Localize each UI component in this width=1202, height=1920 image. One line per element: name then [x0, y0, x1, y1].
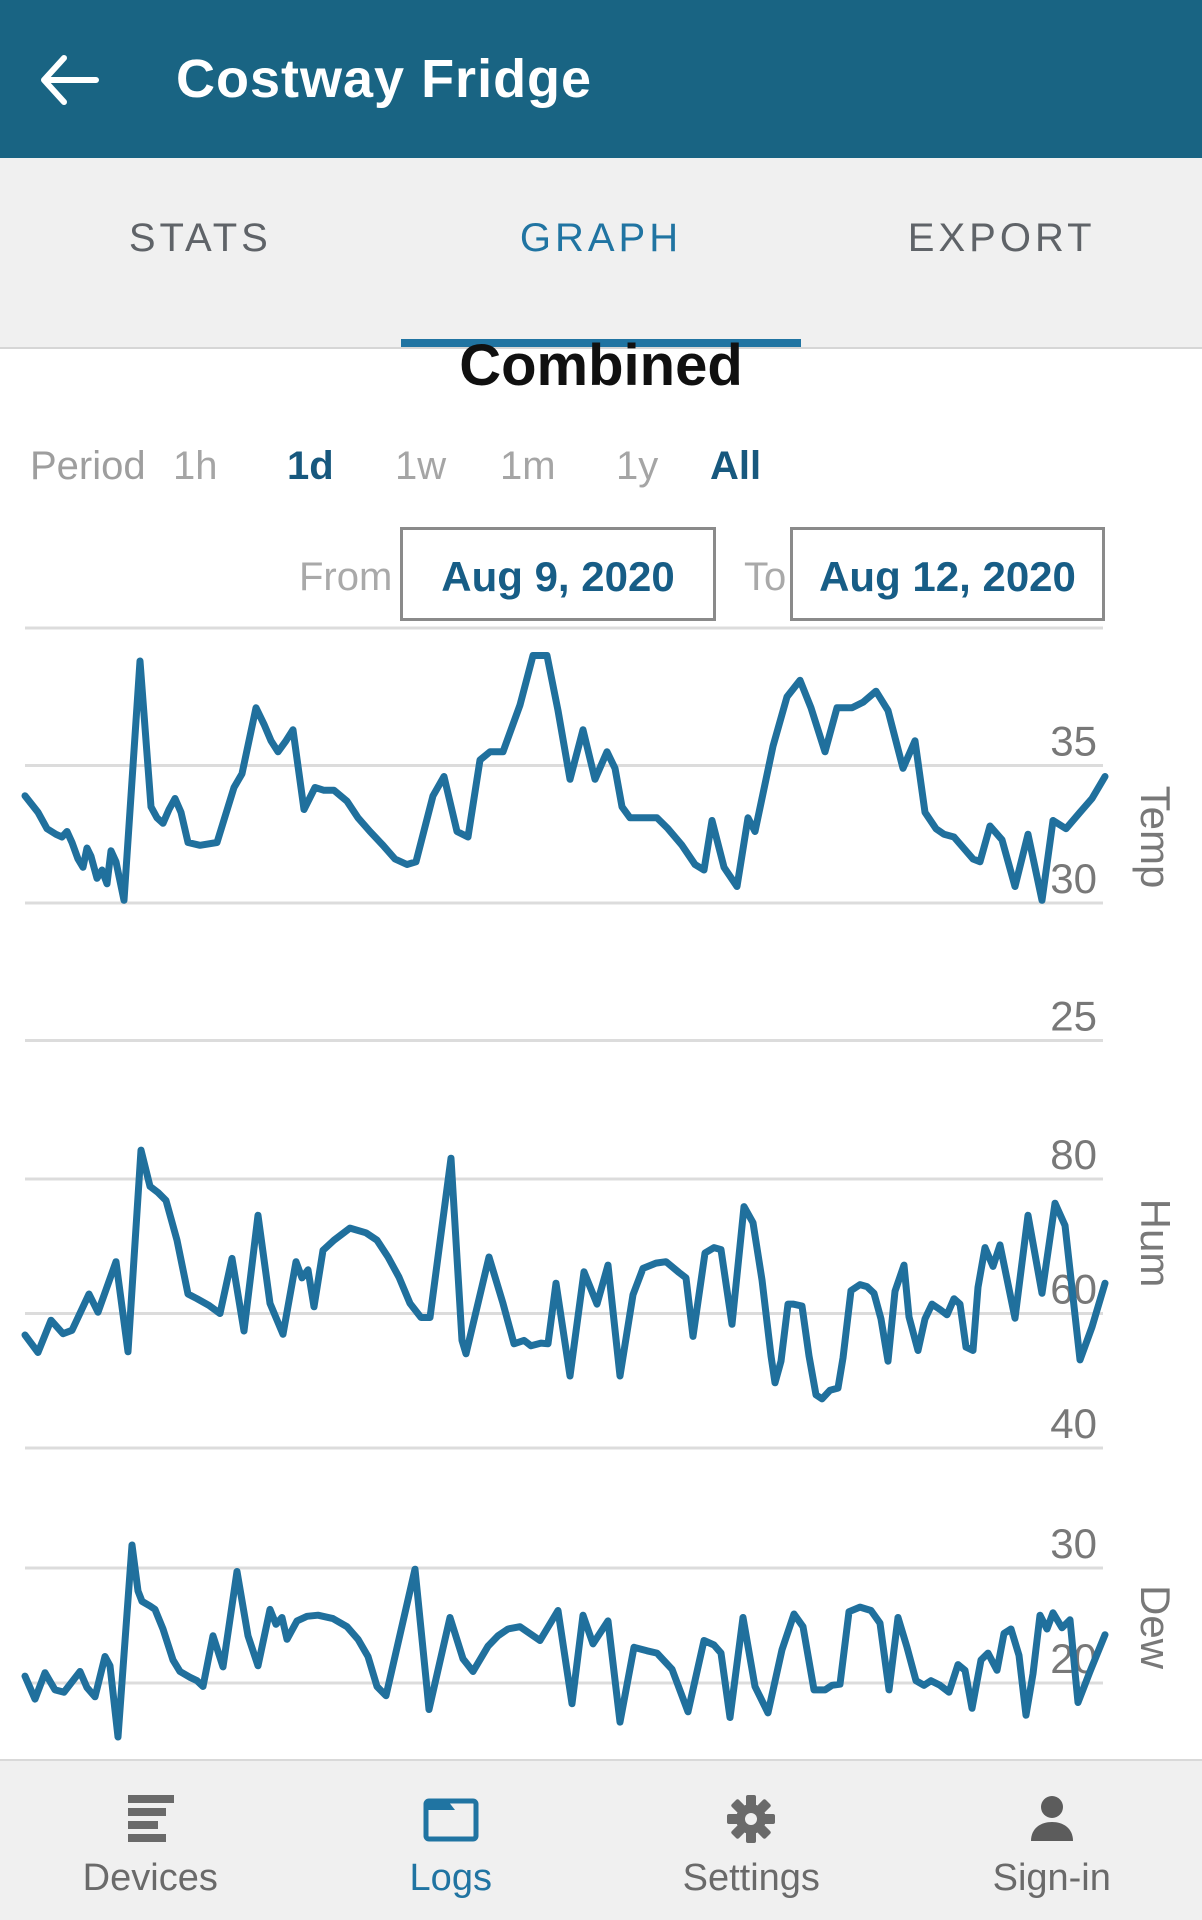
tab-stats[interactable]: STATS — [0, 158, 401, 347]
tab-graph[interactable]: GRAPH — [400, 158, 802, 347]
tab-stats-label: STATS — [128, 216, 272, 260]
temp-series-line — [21, 652, 1109, 904]
hum-tick-80: 80 — [1050, 1131, 1097, 1178]
tab-export[interactable]: EXPORT — [801, 158, 1202, 347]
nav-item-logs[interactable]: Logs — [301, 1761, 602, 1920]
period-option-all[interactable]: All — [710, 444, 762, 488]
back-button[interactable] — [38, 52, 102, 108]
app-bar: Costway Fridge — [0, 0, 1202, 158]
tab-active-underline — [400, 339, 802, 347]
dew-series-line — [21, 1541, 1109, 1741]
period-option-1y[interactable]: 1y — [616, 444, 659, 488]
tab-strip: STATS GRAPH EXPORT — [0, 158, 1202, 349]
tab-export-label: EXPORT — [907, 216, 1096, 260]
graph-section-title: Combined — [459, 333, 743, 398]
nav-item-settings[interactable]: Settings — [601, 1761, 902, 1920]
from-label: From — [299, 555, 393, 599]
period-option-1w[interactable]: 1w — [395, 444, 447, 488]
temp-tick-35: 35 — [1050, 718, 1097, 765]
back-arrow-icon — [41, 55, 99, 105]
period-option-1m[interactable]: 1m — [500, 444, 556, 488]
temp-axis-title: Temp — [1132, 786, 1179, 889]
dew-tick-30: 30 — [1050, 1520, 1097, 1567]
period-selector: Period 1h 1d 1w 1m 1y All — [0, 436, 1202, 496]
nav-label-devices: Devices — [82, 1857, 218, 1899]
gear-icon — [719, 1787, 783, 1851]
period-caption: Period — [30, 444, 146, 488]
nav-item-signin[interactable]: Sign-in — [902, 1761, 1202, 1920]
temp-tick-25: 25 — [1050, 993, 1097, 1040]
page-title: Costway Fridge — [176, 49, 593, 109]
to-date-field[interactable]: Aug 12, 2020 — [790, 527, 1105, 621]
tab-graph-label: GRAPH — [519, 216, 683, 260]
hum-axis-title: Hum — [1132, 1199, 1179, 1288]
period-option-1d[interactable]: 1d — [287, 444, 334, 488]
hum-tick-40: 40 — [1050, 1400, 1097, 1447]
dew-axis-title: Dew — [1132, 1585, 1179, 1670]
temp-tick-30: 30 — [1050, 855, 1097, 902]
hum-series-line — [21, 1146, 1109, 1403]
nav-label-settings: Settings — [682, 1857, 820, 1899]
to-label: To — [744, 555, 787, 599]
nav-item-devices[interactable]: Devices — [0, 1761, 301, 1920]
date-range-row: From Aug 9, 2020 To Aug 12, 2020 — [0, 527, 1202, 627]
nav-label-signin: Sign-in — [992, 1857, 1111, 1899]
from-date-field[interactable]: Aug 9, 2020 — [400, 527, 716, 621]
person-icon — [1020, 1787, 1084, 1851]
folder-icon — [419, 1787, 483, 1851]
nav-label-logs: Logs — [409, 1857, 492, 1899]
period-option-1h[interactable]: 1h — [173, 444, 218, 488]
bottom-nav: Devices Logs — [0, 1759, 1202, 1920]
devices-list-icon — [118, 1787, 182, 1851]
